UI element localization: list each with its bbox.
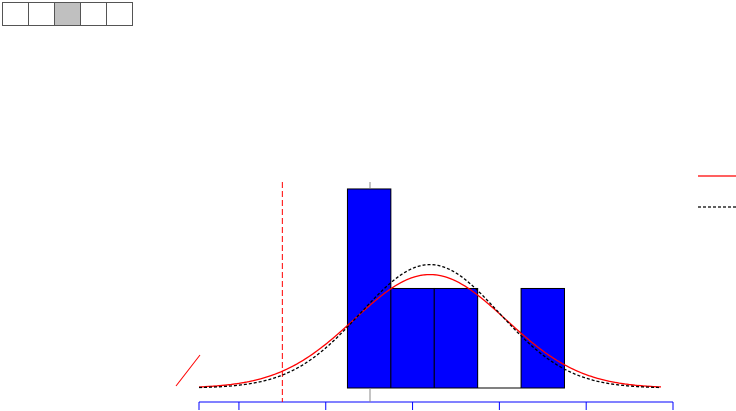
bar	[520, 287, 565, 389]
tool-button[interactable]	[28, 2, 55, 26]
toolbar	[2, 2, 133, 26]
tool-button[interactable]	[2, 2, 29, 26]
decoration	[175, 354, 201, 387]
fit-curve	[199, 263, 661, 389]
tool-button[interactable]	[106, 2, 133, 26]
fit-curve	[199, 273, 661, 388]
bar	[346, 188, 392, 389]
tool-button[interactable]	[54, 2, 81, 26]
bar	[390, 287, 435, 389]
bar	[433, 287, 479, 389]
